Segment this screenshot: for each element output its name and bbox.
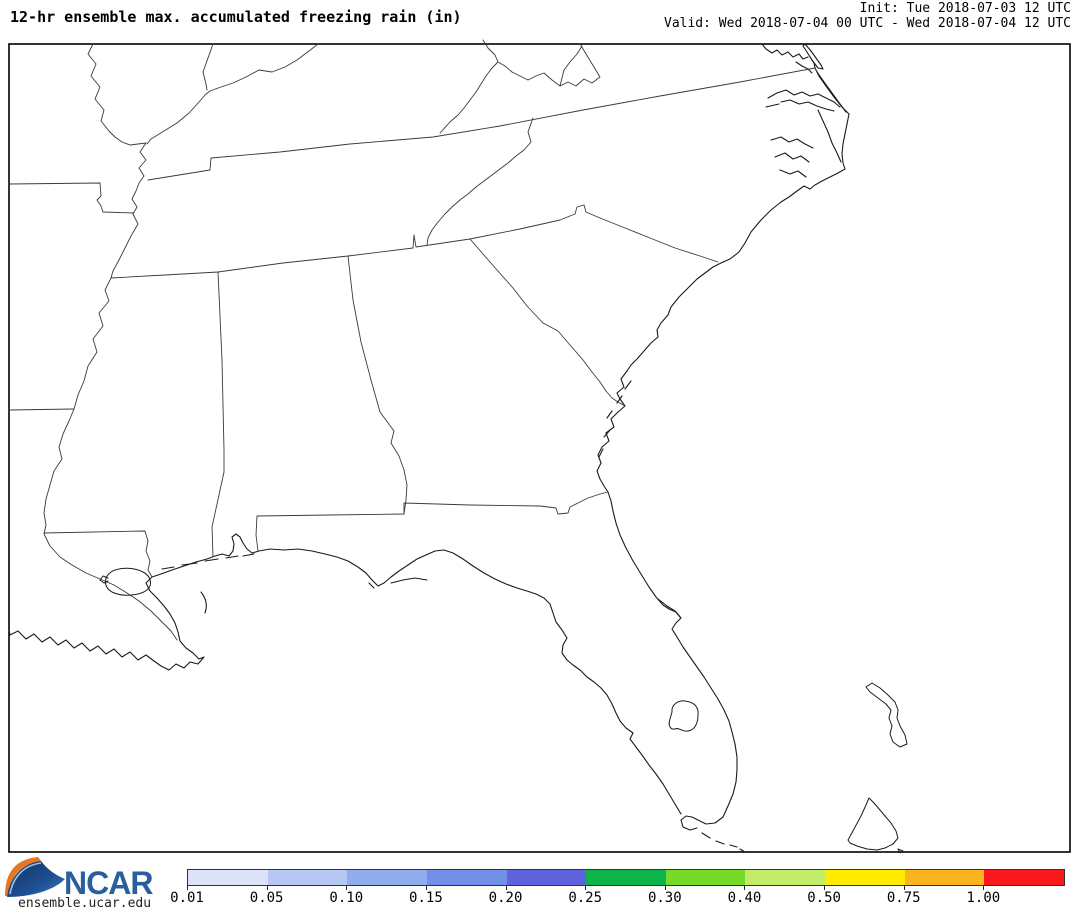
colorbar-tick-label: 0.50: [807, 890, 841, 906]
colorbar-tick: [505, 885, 507, 890]
albemarle-sound: [765, 89, 841, 112]
colorbar-tick: [744, 885, 746, 890]
border-ga-sc: [469, 238, 626, 407]
run-time-info: Init: Tue 2018-07-03 12 UTC Valid: Wed 20…: [664, 1, 1071, 31]
border-35n: [110, 204, 719, 279]
colorbar-segment: [267, 870, 348, 885]
border-la-ms: [43, 530, 153, 578]
colorbar-segment: [745, 870, 826, 885]
colorbar-segment: [904, 870, 985, 885]
colorbar-tick: [664, 885, 666, 890]
wabash-river: [202, 43, 214, 91]
lake-okeechobee: [668, 700, 699, 732]
ncar-logo: NCAR: [2, 856, 172, 914]
colorbar-segment: [984, 870, 1065, 885]
colorbar-tick-label: 0.01: [170, 890, 204, 906]
rivers: [43, 43, 319, 641]
colorbar-tick: [346, 885, 348, 890]
logo-text: NCAR: [64, 865, 153, 901]
colorbar-tick-label: 0.10: [329, 890, 364, 906]
colorbar-ticklabels: 0.01 0.05 0.10 0.15 0.20 0.25 0.30 0.40 0.50 0.75…: [170, 885, 1063, 907]
colorbar-segment: [665, 870, 746, 885]
lakes: [99, 567, 699, 732]
colorbar-tick-label: 0.25: [568, 890, 603, 906]
florida-keys: [701, 832, 746, 853]
lake-pontchartrain: [99, 567, 151, 596]
ohio-river: [146, 43, 319, 145]
colorbar-tick-label: 0.05: [249, 890, 284, 906]
logo-orange-swoosh: [5, 857, 41, 896]
outer-banks: [816, 71, 847, 163]
colorbar-segment: [426, 870, 507, 885]
colorbar-tick: [983, 885, 985, 890]
colorbar-segment: [506, 870, 587, 885]
colorbar-tick-label: 0.30: [647, 890, 682, 906]
grand-bahama-island: [847, 797, 904, 854]
pamlico-sound: [770, 136, 814, 178]
colorbar-tick-label: 0.40: [727, 890, 762, 906]
lower-mississippi-river: [43, 142, 178, 641]
colorbar-tick: [425, 885, 427, 890]
border-al-fl-west: [255, 515, 259, 552]
state-borders: [8, 39, 816, 578]
page-title: 12-hr ensemble max. accumulated freezing…: [10, 8, 462, 26]
colorbar: [187, 869, 1065, 886]
colorbar-tick-label: 0.15: [409, 890, 443, 906]
colorbar-segment: [347, 870, 427, 885]
border-ar-la: [8, 408, 75, 411]
border-ms-al: [211, 271, 225, 557]
abaco-island: [865, 682, 908, 748]
border-tn-nc: [426, 117, 534, 246]
border-ar-mo: [8, 182, 134, 214]
upper-mississippi-river: [87, 43, 147, 146]
border-ky-tn-va-nc: [147, 67, 816, 181]
colorbar-tick: [187, 885, 188, 890]
logo-lightblue-arc: [9, 862, 42, 895]
border-fl-north: [256, 491, 609, 517]
logo-sail-shape: [7, 861, 65, 897]
colorbar-tick-label: 1.00: [966, 890, 1001, 906]
site-url-label: ensemble.ucar.edu: [18, 896, 152, 911]
colorbar-tick-label: 0.20: [488, 890, 523, 906]
valid-time-label: Valid: Wed 2018-07-04 00 UTC - Wed 2018-…: [664, 15, 1071, 31]
colorbar-tick-label: 0.75: [886, 890, 921, 906]
border-al-ga: [347, 255, 408, 515]
colorbar-tick: [585, 885, 587, 890]
colorbar-segment: [825, 870, 905, 885]
colorbar-tick: [266, 885, 268, 890]
bahamas-islands: [847, 682, 908, 854]
colorbar-segment: [188, 870, 268, 885]
init-time-label: Init: Tue 2018-07-03 12 UTC: [859, 1, 1071, 16]
ncar-logo-graphic: NCAR: [5, 857, 154, 901]
chesapeake-shore: [761, 43, 824, 74]
border-va-wv: [497, 43, 601, 87]
coastline: [8, 43, 850, 853]
colorbar-segment: [586, 870, 666, 885]
sea-islands: [598, 380, 632, 458]
colorbar-tick: [903, 885, 905, 890]
border-ky-va: [439, 39, 499, 134]
colorbar-tick: [824, 885, 826, 890]
map-border: [8, 43, 1071, 853]
gulf-barrier-islands: [161, 553, 681, 618]
